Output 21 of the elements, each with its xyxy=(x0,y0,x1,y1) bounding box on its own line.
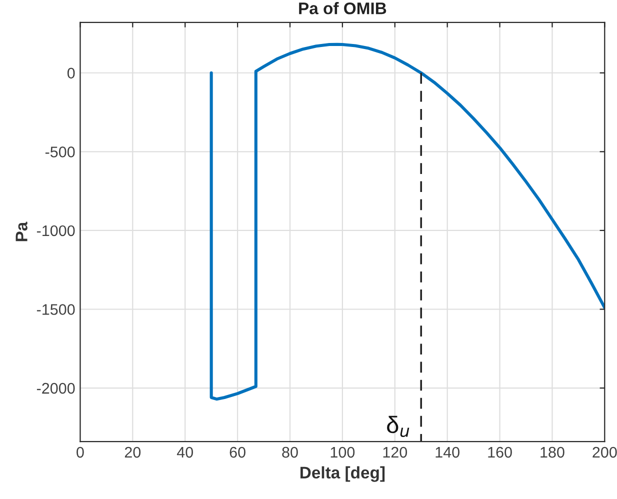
x-tick-label: 100 xyxy=(330,446,355,458)
y-tick-label: -1500 xyxy=(36,304,75,315)
annotation: δ$_{u}$ xyxy=(387,416,410,438)
y-tick-label: -1000 xyxy=(36,225,75,236)
x-tick-label: 0 xyxy=(76,446,84,458)
x-tick-label: 160 xyxy=(488,446,512,458)
x-tick-label: 60 xyxy=(230,446,246,458)
x-tick-label: 20 xyxy=(124,446,141,458)
x-tick-label: 40 xyxy=(176,446,193,458)
x-tick-label: 140 xyxy=(436,446,460,458)
x-axis-title: Delta [deg] xyxy=(300,466,385,482)
x-tick-label: 180 xyxy=(540,446,564,458)
y-axis-title: Pa xyxy=(16,222,28,242)
line-series xyxy=(210,42,605,401)
y-tick-label: -500 xyxy=(45,146,75,158)
x-tick-label: 120 xyxy=(383,446,408,458)
chart-title: Pa of OMIB xyxy=(299,2,386,14)
x-tick-label: 80 xyxy=(282,446,298,458)
y-tick-label: 0 xyxy=(67,68,75,79)
y-tick-label: -2000 xyxy=(36,382,75,394)
x-tick-label: 200 xyxy=(592,446,617,458)
